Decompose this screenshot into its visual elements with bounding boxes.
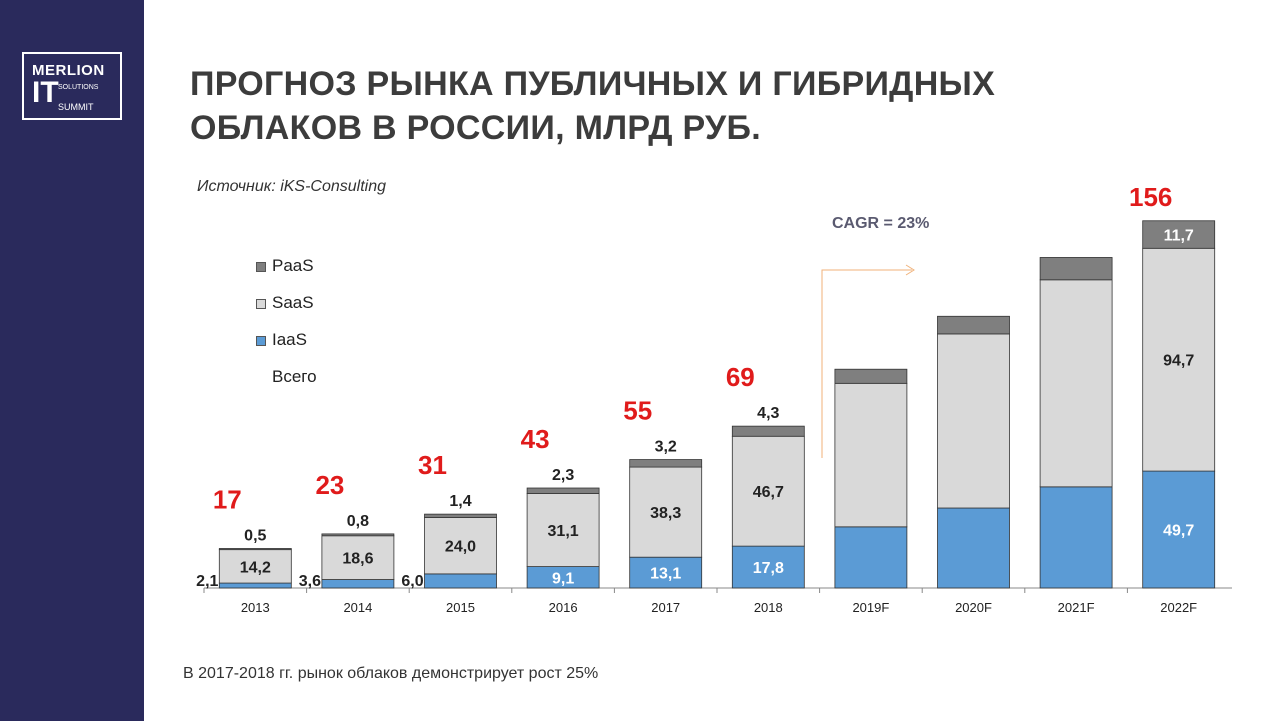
data-label-saas: 24,0 xyxy=(445,539,476,556)
bar-segment-paas xyxy=(1040,257,1112,279)
data-label-saas: 38,3 xyxy=(650,505,681,522)
bar-segment-paas xyxy=(425,514,497,517)
data-label-iaas: 2,1 xyxy=(196,573,218,590)
data-label-paas: 3,2 xyxy=(655,439,677,456)
total-label: 156 xyxy=(1129,182,1172,212)
x-tick-label: 2014 xyxy=(343,600,372,615)
data-label-saas: 14,2 xyxy=(240,559,271,576)
bar-segment-iaas xyxy=(322,580,394,588)
bar-segment-paas xyxy=(630,460,702,468)
bar-segment-iaas xyxy=(1040,487,1112,588)
x-tick-label: 2022F xyxy=(1160,600,1197,615)
data-label-paas: 4,3 xyxy=(757,405,779,422)
footnote: В 2017-2018 гг. рынок облаков демонстрир… xyxy=(183,665,598,683)
x-tick-label: 2015 xyxy=(446,600,475,615)
bar-segment-saas xyxy=(835,383,907,527)
data-label-iaas: 9,1 xyxy=(552,570,574,587)
bar-segment-iaas xyxy=(938,508,1010,588)
bar-segment-paas xyxy=(322,534,394,536)
data-label-saas: 94,7 xyxy=(1163,353,1194,370)
bar-segment-saas xyxy=(938,334,1010,508)
x-tick-label: 2020F xyxy=(955,600,992,615)
x-tick-label: 2019F xyxy=(852,600,889,615)
data-label-paas: 11,7 xyxy=(1164,228,1194,245)
data-label-saas: 46,7 xyxy=(753,484,784,501)
bar-segment-saas xyxy=(1040,280,1112,487)
bar-segment-paas xyxy=(219,548,291,549)
bar-segment-iaas xyxy=(425,574,497,588)
data-label-iaas: 6,0 xyxy=(401,573,423,590)
data-label-saas: 18,6 xyxy=(342,551,373,568)
data-label-iaas: 13,1 xyxy=(650,566,681,583)
data-label-saas: 31,1 xyxy=(548,523,579,540)
bar-segment-iaas xyxy=(219,583,291,588)
x-tick-label: 2016 xyxy=(549,600,578,615)
bar-segment-paas xyxy=(835,369,907,383)
data-label-iaas: 17,8 xyxy=(753,560,784,577)
data-label-paas: 0,5 xyxy=(244,527,266,544)
data-label-paas: 2,3 xyxy=(552,467,574,484)
total-label: 43 xyxy=(521,424,550,454)
x-tick-label: 2013 xyxy=(241,600,270,615)
x-tick-label: 2017 xyxy=(651,600,680,615)
data-label-paas: 1,4 xyxy=(449,493,471,510)
total-label: 23 xyxy=(315,470,344,500)
total-label: 17 xyxy=(213,484,242,514)
data-label-paas: 0,8 xyxy=(347,513,369,530)
total-label: 55 xyxy=(623,396,652,426)
stacked-bar-chart: 2013 2,1 14,2 0,517 2014 3,6 18,6 0,823 2015 6,0 2… xyxy=(0,0,1278,721)
data-label-iaas: 3,6 xyxy=(299,573,321,590)
x-tick-label: 2021F xyxy=(1058,600,1095,615)
total-label: 69 xyxy=(726,362,755,392)
x-tick-label: 2018 xyxy=(754,600,783,615)
bar-segment-iaas xyxy=(835,527,907,588)
bar-segment-paas xyxy=(938,316,1010,334)
total-label: 31 xyxy=(418,450,447,480)
bar-segment-paas xyxy=(527,488,599,493)
data-label-iaas: 49,7 xyxy=(1163,523,1194,540)
bar-segment-paas xyxy=(732,426,804,436)
